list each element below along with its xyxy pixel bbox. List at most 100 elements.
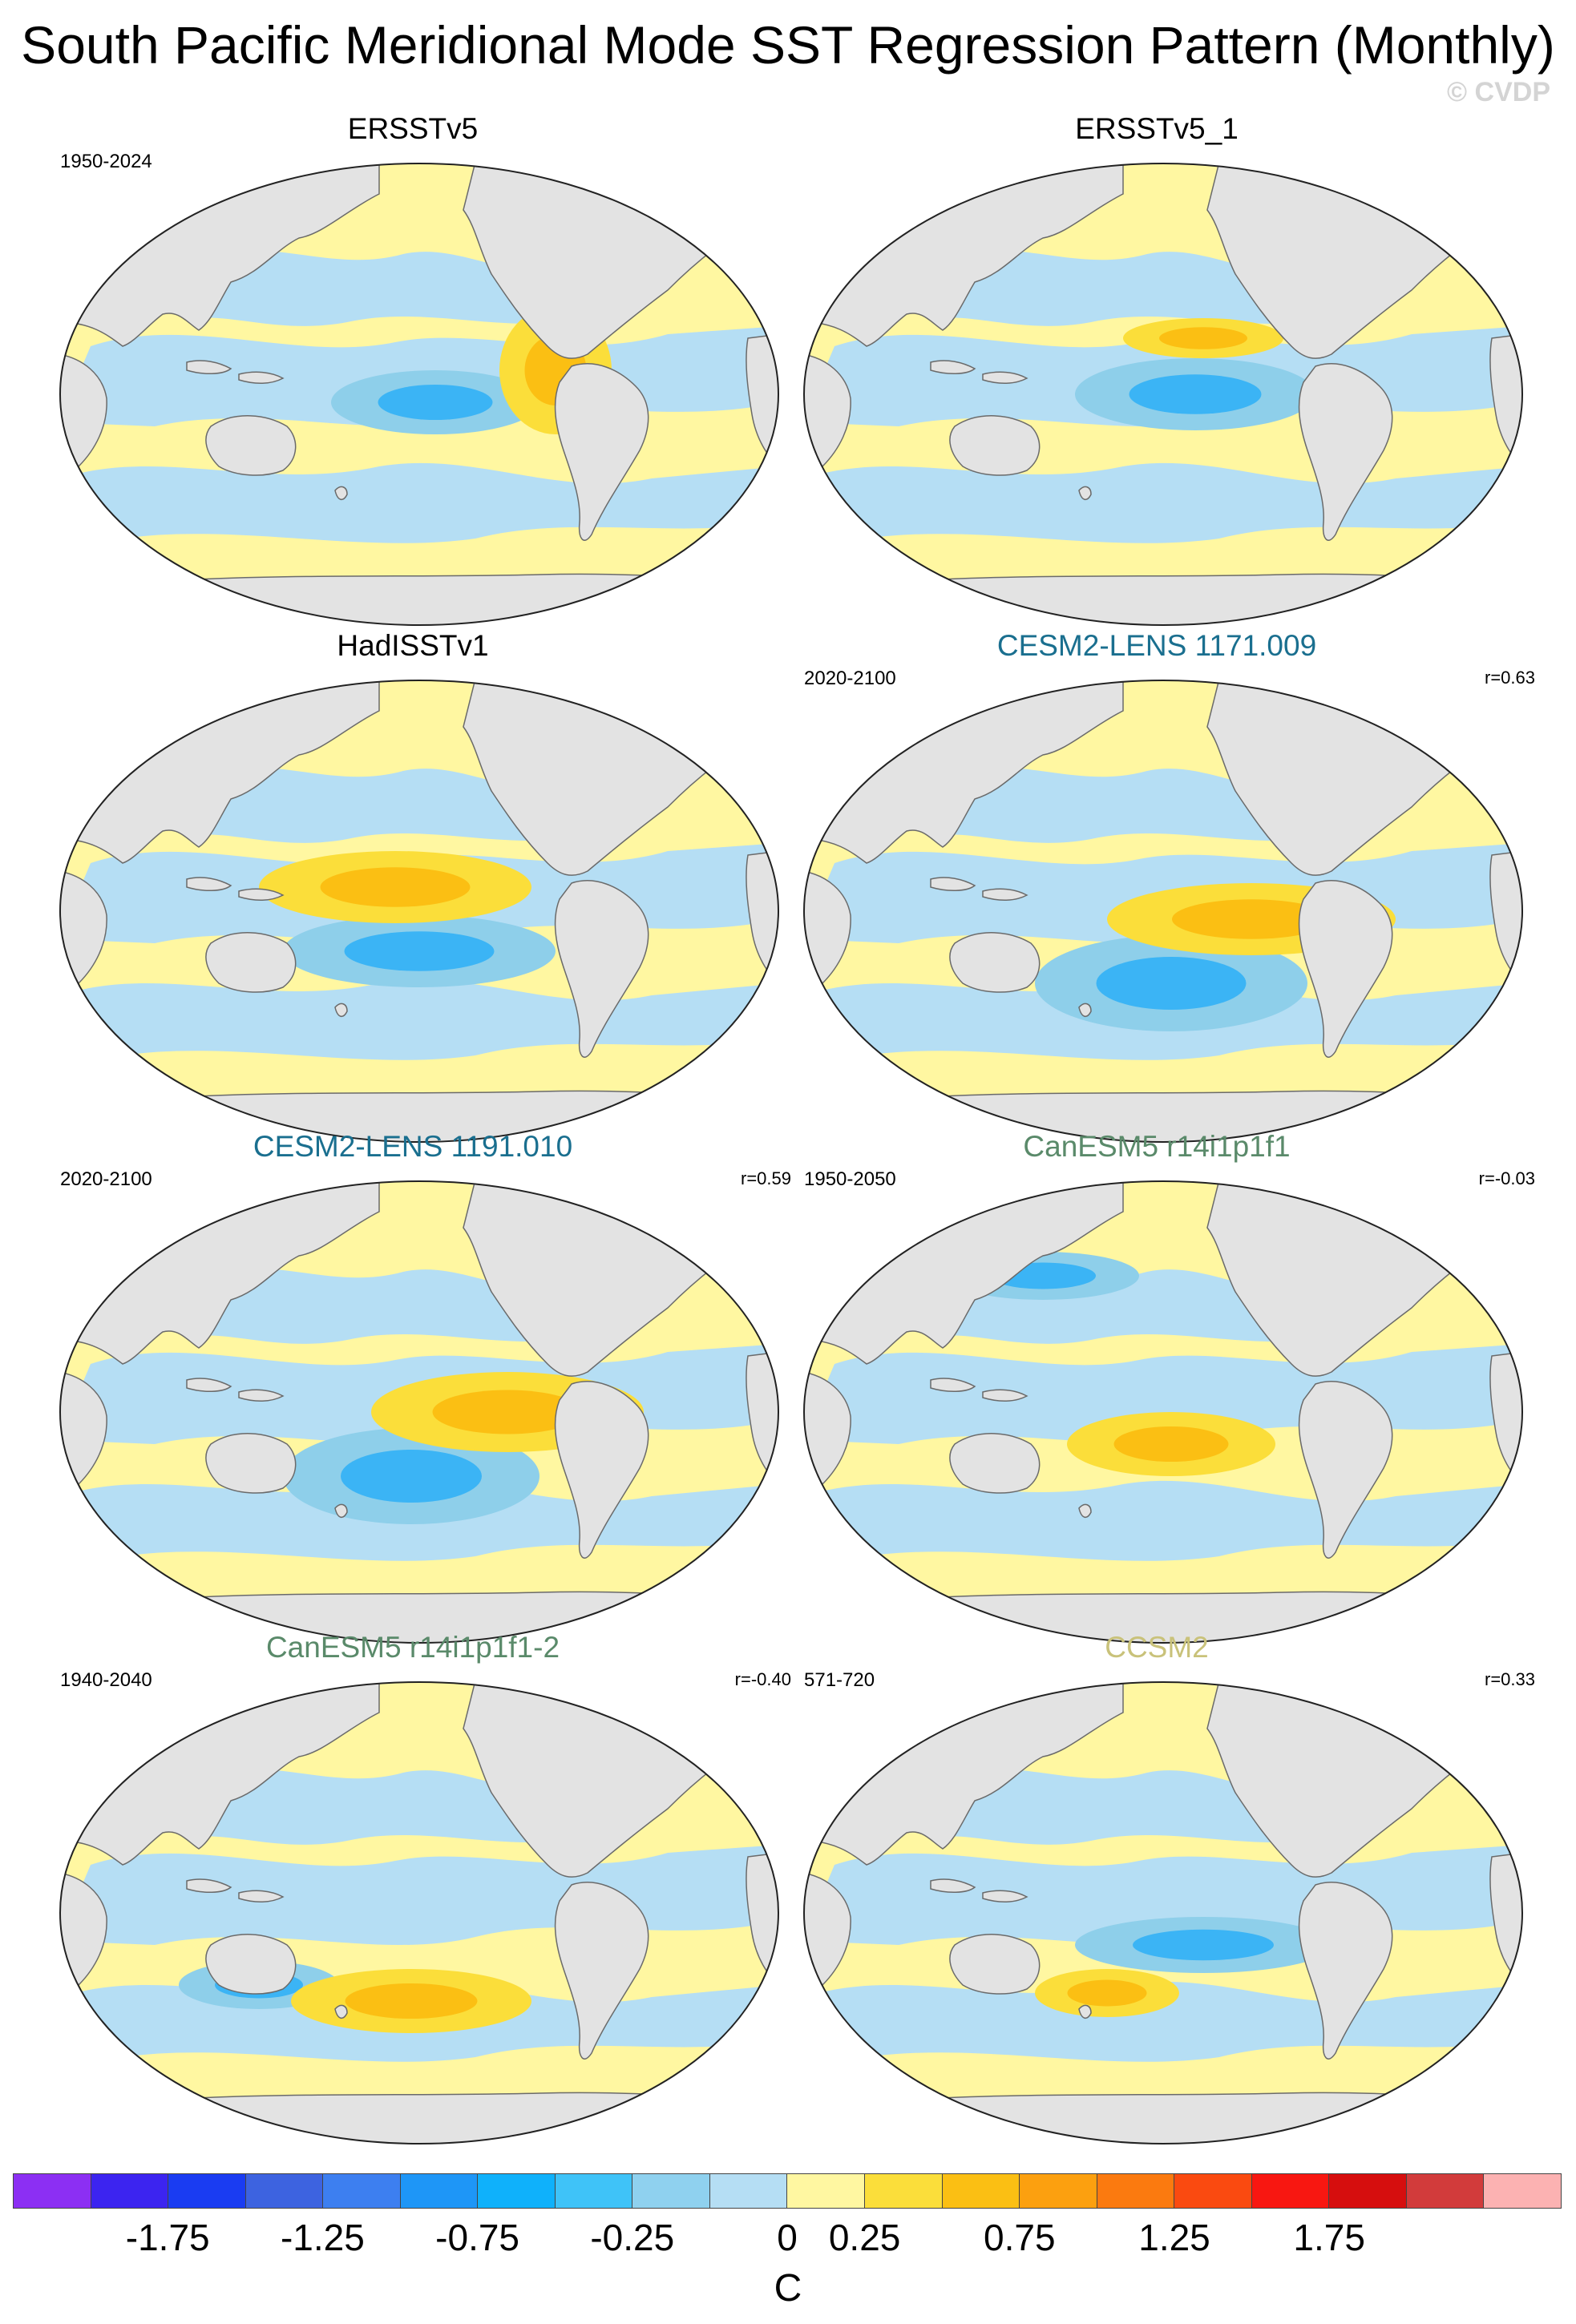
robinson-map	[59, 1681, 779, 2144]
map-field	[804, 163, 1522, 625]
map-panel: CanESM5 r14i1p1f1-2 1940-2040 r=-0.40	[28, 1631, 798, 2144]
map-field	[804, 680, 1522, 1142]
panel-period: 2020-2100	[804, 668, 896, 689]
map-field	[60, 163, 778, 625]
colorbar-swatch	[709, 2174, 788, 2208]
colorbar-swatch	[865, 2174, 943, 2208]
land-mass	[982, 371, 1028, 384]
land-mass	[554, 1882, 649, 2060]
panel-title: CanESM5 r14i1p1f1-2	[265, 1631, 560, 1664]
land-mass	[334, 1503, 348, 1518]
panel-title: CCSM2	[1105, 1631, 1209, 1664]
panel-title: CanESM5 r14i1p1f1	[1023, 1130, 1291, 1163]
land-mass	[949, 1934, 1041, 1995]
land-mass	[930, 877, 976, 891]
land-mass	[804, 1872, 851, 1995]
colorbar-swatch	[400, 2174, 479, 2208]
land-mass	[554, 1381, 649, 1559]
panel-title: CESM2-LENS 1171.009	[996, 629, 1317, 662]
land-mass	[334, 2004, 348, 2019]
land-mass	[238, 1389, 285, 1402]
map-field	[804, 1682, 1522, 2144]
colorbar-swatch	[14, 2174, 91, 2208]
land-mass	[930, 1378, 976, 1392]
land-mass	[949, 1433, 1041, 1494]
colorbar-swatch	[478, 2174, 556, 2208]
panel-period: 571-720	[804, 1669, 875, 1691]
map-field	[60, 1181, 778, 1643]
land-mass	[982, 1890, 1028, 1902]
colorbar-swatch	[168, 2174, 246, 2208]
land-mass	[949, 932, 1041, 993]
panel-correlation: r=-0.40	[734, 1669, 791, 1689]
map-panel: HadISSTv1	[28, 629, 798, 1143]
colorbar-tick-label: -0.25	[590, 2217, 675, 2258]
land-mass	[334, 1003, 348, 1017]
colorbar-unit: C	[774, 2267, 802, 2310]
land-mass	[1298, 1882, 1393, 2060]
map-border	[59, 1180, 779, 1644]
colorbar-swatch	[1484, 2174, 1561, 2208]
land-mass	[238, 1890, 285, 1902]
land-mass	[1298, 1381, 1393, 1559]
land-mass	[949, 415, 1041, 476]
land-mass	[1078, 486, 1092, 500]
land-mass	[60, 1872, 107, 1995]
land-mass	[804, 2092, 1522, 2144]
robinson-map	[59, 1180, 779, 1644]
land-mass	[186, 1878, 232, 1893]
map-border	[59, 680, 779, 1143]
land-mass	[982, 888, 1028, 901]
robinson-map	[803, 1681, 1523, 2144]
colorbar-swatch	[1020, 2174, 1097, 2208]
colorbar-swatch	[1174, 2174, 1252, 2208]
robinson-map	[803, 163, 1523, 626]
panel-title: ERSSTv5	[347, 112, 479, 145]
robinson-map	[59, 680, 779, 1143]
colorbar-tick-label: -1.75	[125, 2217, 210, 2258]
land-mass	[982, 1389, 1028, 1402]
land-mass	[804, 870, 851, 993]
panel-correlation: r=0.33	[1485, 1669, 1535, 1689]
colorbar-tick-label: 0.75	[984, 2217, 1056, 2258]
land-mass	[554, 880, 649, 1058]
land-mass	[804, 1371, 851, 1494]
panel-correlation: r=0.63	[1485, 668, 1535, 688]
panel-title: ERSSTv5_1	[1075, 112, 1239, 145]
robinson-map	[803, 680, 1523, 1143]
map-field	[60, 680, 778, 1142]
map-border	[59, 163, 779, 626]
map-border	[59, 1681, 779, 2144]
land-mass	[804, 353, 851, 476]
land-mass	[60, 573, 778, 625]
land-mass	[205, 415, 297, 476]
land-mass	[334, 486, 348, 500]
land-mass	[238, 371, 285, 384]
colorbar-tick-label: -0.75	[435, 2217, 520, 2258]
land-mass	[554, 363, 649, 541]
colorbar-swatch	[787, 2174, 866, 2208]
colorbar-tick-label: 1.75	[1293, 2217, 1365, 2258]
land-mass	[1298, 880, 1393, 1058]
map-border	[803, 1681, 1523, 2144]
land-mass	[186, 360, 232, 374]
colorbar-swatch	[91, 2174, 169, 2208]
land-mass	[238, 888, 285, 901]
land-mass	[60, 2092, 778, 2144]
colorbar-tick-label: 0	[777, 2217, 798, 2258]
colorbar-swatch	[632, 2174, 710, 2208]
panel-correlation: r=0.59	[741, 1168, 791, 1188]
land-mass	[60, 353, 107, 476]
colorbar-swatch	[245, 2174, 324, 2208]
map-field	[804, 1181, 1522, 1643]
panel-period: 2020-2100	[60, 1168, 152, 1190]
map-panel: CESM2-LENS 1191.010 2020-2100 r=0.59	[28, 1130, 798, 1644]
map-panel: ERSSTv5 1950-2024	[28, 112, 798, 626]
colorbar-swatch	[1251, 2174, 1330, 2208]
land-mass	[930, 1878, 976, 1893]
colorbar-swatch	[1406, 2174, 1485, 2208]
map-field	[60, 1682, 778, 2144]
map-border	[803, 680, 1523, 1143]
land-mass	[60, 1371, 107, 1494]
panel-title: HadISSTv1	[337, 629, 489, 662]
